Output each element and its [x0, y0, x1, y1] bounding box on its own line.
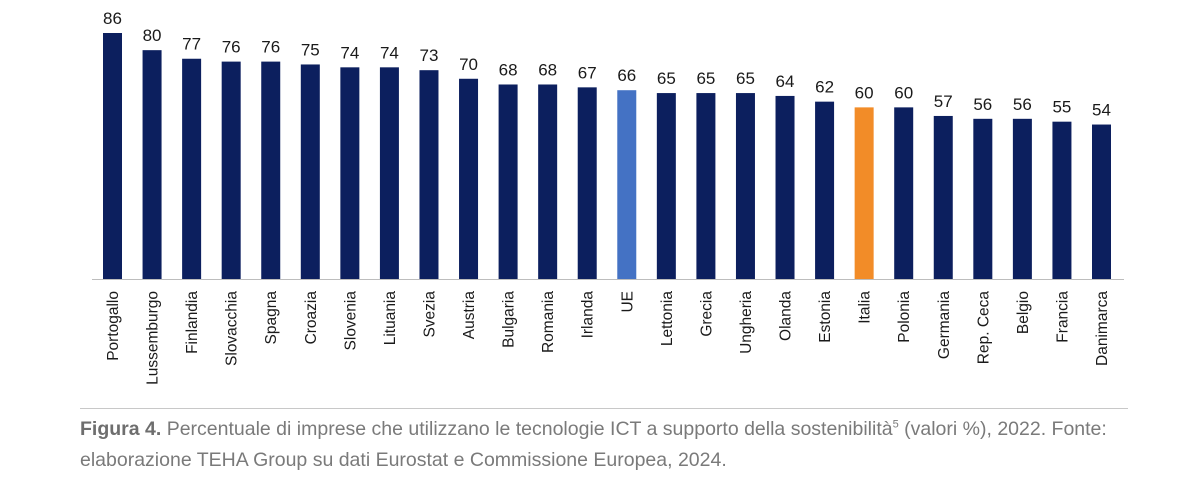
value-label-estonia: 62 [815, 78, 834, 97]
value-label-finlandia: 77 [182, 35, 201, 54]
category-label-lussemburgo: Lussemburgo [145, 291, 162, 385]
value-labels-group: 86 80 77 76 76 75 74 74 73 70 68 68 67 66 65 65 65 64 62 60… [103, 9, 1111, 120]
footnote-marker: 5 [892, 418, 899, 431]
figure-label: Figura 4. [80, 418, 162, 440]
value-label-portogallo: 86 [103, 9, 122, 28]
category-label-danimarca: Danimarca [1094, 291, 1111, 366]
value-label-ungheria: 65 [736, 69, 755, 88]
bar-grecia [696, 93, 716, 280]
value-label-francia: 55 [1052, 98, 1071, 117]
value-label-croazia: 75 [301, 40, 320, 59]
value-label-belgio: 56 [1013, 95, 1032, 114]
bar-italia [854, 107, 874, 279]
category-label-germania: Germania [936, 291, 953, 359]
category-label-finlandia: Finlandia [184, 291, 201, 354]
bar-croazia [300, 64, 320, 279]
bar-olanda [775, 95, 795, 279]
category-label-irlanda: Irlanda [580, 291, 597, 339]
category-label-belgio: Belgio [1015, 291, 1032, 334]
bar-ungheria [735, 93, 755, 280]
value-label-polonia: 60 [894, 83, 913, 102]
bar-danimarca [1092, 124, 1111, 279]
bar-belgio [1012, 118, 1032, 279]
category-label-spagna: Spagna [263, 291, 280, 345]
value-label-olanda: 64 [776, 72, 795, 91]
category-label-croazia: Croazia [303, 291, 320, 345]
value-label-irlanda: 67 [578, 63, 597, 82]
figure-caption: Figura 4. Percentuale di imprese che uti… [80, 414, 1140, 476]
caption-text-continued: (valori %), 2022. Fonte: elaborazione TE… [80, 418, 1107, 471]
bars-group [103, 33, 1111, 280]
category-label-portogallo: Portogallo [105, 291, 122, 361]
bar-irlanda [577, 87, 597, 279]
value-label-romania: 68 [538, 60, 557, 79]
value-label-lussemburgo: 80 [143, 26, 162, 45]
value-label-spagna: 76 [261, 38, 280, 57]
bar-polonia [894, 107, 914, 279]
value-label-svezia: 73 [420, 46, 439, 65]
value-label-grecia: 65 [696, 69, 715, 88]
category-label-francia: Francia [1054, 291, 1071, 343]
bar-slovenia [340, 67, 360, 279]
bar-lituania [379, 67, 399, 279]
bar-spagna [261, 61, 281, 280]
category-label-ue: UE [619, 291, 636, 313]
category-label-polonia: Polonia [896, 291, 913, 343]
caption-divider [80, 408, 1128, 409]
category-label-slovacchia: Slovacchia [224, 291, 241, 366]
bar-austria [459, 78, 479, 279]
bar-francia [1052, 121, 1072, 280]
bar-slovacchia [221, 61, 241, 280]
bar-estonia [815, 101, 835, 280]
category-label-ungheria: Ungheria [738, 291, 755, 354]
category-label-lituania: Lituania [382, 291, 399, 346]
caption-text: Percentuale di imprese che utilizzano le… [161, 418, 893, 440]
bar-chart: 86 80 77 76 76 75 74 74 73 70 68 68 67 66 65 65 65 64 62 60… [92, 9, 1124, 385]
category-label-estonia: Estonia [817, 291, 834, 343]
bar-ue [617, 90, 637, 279]
category-label-lettonia: Lettonia [659, 291, 676, 347]
value-label-ue: 66 [617, 66, 636, 85]
value-label-austria: 70 [459, 55, 478, 74]
bar-svezia [419, 70, 439, 280]
bar-rep-ceca [973, 118, 993, 279]
category-label-olanda: Olanda [778, 291, 795, 341]
value-label-lettonia: 65 [657, 69, 676, 88]
category-label-grecia: Grecia [698, 291, 715, 337]
value-label-slovacchia: 76 [222, 38, 241, 57]
category-label-rep-ceca: Rep. Ceca [975, 291, 992, 365]
category-label-svezia: Svezia [421, 291, 438, 338]
bar-lussemburgo [142, 50, 162, 279]
bar-bulgaria [498, 84, 518, 279]
bar-germania [933, 115, 953, 279]
value-label-slovenia: 74 [340, 43, 359, 62]
category-label-romania: Romania [540, 291, 557, 353]
category-label-slovenia: Slovenia [342, 291, 359, 351]
category-label-italia: Italia [857, 291, 874, 324]
bar-finlandia [182, 58, 202, 279]
bar-romania [538, 84, 558, 279]
bar-portogallo [103, 33, 122, 279]
value-label-rep-ceca: 56 [973, 95, 992, 114]
value-label-lituania: 74 [380, 43, 399, 62]
category-label-bulgaria: Bulgaria [501, 291, 518, 348]
category-label-austria: Austria [461, 291, 478, 340]
value-label-danimarca: 54 [1092, 101, 1111, 120]
value-label-germania: 57 [934, 92, 953, 111]
value-label-bulgaria: 68 [499, 60, 518, 79]
bar-lettonia [656, 93, 676, 280]
value-label-italia: 60 [855, 83, 874, 102]
category-labels-group: Portogallo Lussemburgo Finlandia Slovacchia… [105, 291, 1111, 385]
